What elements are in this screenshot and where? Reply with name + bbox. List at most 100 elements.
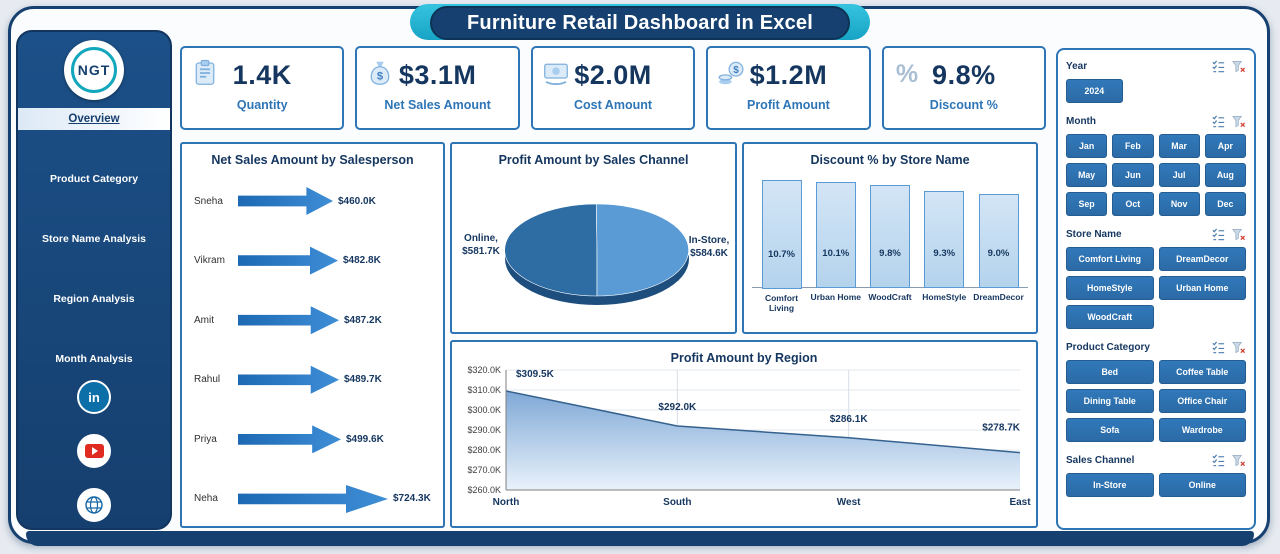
slicer-items: Jan Feb Mar Apr May Jun Jul Aug Sep Oct Nov Dec [1066, 134, 1246, 216]
slicer-button-sep[interactable]: Sep [1066, 192, 1108, 216]
sidebar-item-product-category[interactable]: Product Category [49, 173, 139, 185]
pie-label-in-store: In-Store, $584.6K [688, 235, 730, 259]
kpi-value: 1.4K [232, 60, 292, 90]
sidebar-item-month-analysis[interactable]: Month Analysis [55, 353, 133, 365]
discount-column-panel: Discount % by Store Name 10.7% Comfort Li… [742, 142, 1038, 334]
area-line [505, 390, 1021, 454]
slicer-button-2024[interactable]: 2024 [1066, 79, 1123, 103]
slicer-icons [1211, 227, 1246, 242]
money-bag-icon: $ [365, 58, 395, 88]
multiselect-icon[interactable] [1211, 227, 1226, 242]
column-bar: 9.0% [978, 194, 1019, 288]
column-category: Comfort Living [764, 292, 799, 314]
salesperson-row-vikram: Vikram $482.8K [194, 246, 437, 276]
kpi-card-quantity: 1.4K Quantity [180, 46, 345, 130]
slicer-button-nov[interactable]: Nov [1158, 192, 1200, 216]
slicer-icons [1211, 340, 1246, 355]
kpi-value: $1.2M [749, 60, 828, 90]
slicer-header: Store Name [1066, 227, 1246, 242]
salesperson-row-amit: Amit $487.2K [194, 305, 437, 335]
salesperson-value: $482.8K [343, 255, 381, 267]
column-urban-home: 10.1% Urban Home [810, 180, 861, 322]
sidebar-nav: Overview Product Category Store Name Analy… [18, 108, 170, 370]
slicer-button-online[interactable]: Online [1158, 473, 1246, 497]
slicer-button-jul[interactable]: Jul [1158, 163, 1200, 187]
slicer-button-dreamdecor[interactable]: DreamDecor [1158, 247, 1246, 271]
linkedin-icon[interactable]: in [77, 380, 111, 414]
globe-icon[interactable] [77, 488, 111, 522]
slicer-button-sofa[interactable]: Sofa [1066, 418, 1154, 442]
slicer-header: Month [1066, 114, 1246, 129]
salesperson-value: $487.2K [344, 314, 382, 326]
clear-filter-icon[interactable] [1231, 340, 1246, 355]
clear-filter-icon[interactable] [1231, 227, 1246, 242]
slicer-year: Year 2024 [1066, 59, 1246, 103]
chart-title-region: Profit Amount by Region [670, 351, 818, 365]
kpi-card-net-sales-amount: $ $3.1M Net Sales Amount [355, 46, 520, 130]
multiselect-icon[interactable] [1211, 114, 1226, 129]
youtube-icon[interactable] [77, 434, 111, 468]
sidebar-item-region-analysis[interactable]: Region Analysis [53, 293, 135, 305]
sidebar: NGT Overview Product Category Store Name A… [16, 30, 172, 530]
salesperson-row-priya: Priya $499.6K [194, 424, 437, 454]
coins-bag-icon: $ [716, 58, 746, 88]
slicer-button-jun[interactable]: Jun [1112, 163, 1154, 187]
chart-title-sales-channel: Profit Amount by Sales Channel [498, 153, 689, 167]
slicer-label: Sales Channel [1066, 455, 1135, 466]
bar-arrow [238, 365, 339, 394]
salesperson-row-sneha: Sneha $460.0K [194, 186, 437, 216]
bar-arrow [238, 187, 333, 215]
bottom-bar [26, 531, 1254, 546]
svg-text:$292.0K: $292.0K [658, 402, 697, 413]
slicer-button-mar[interactable]: Mar [1158, 134, 1200, 158]
slicer-button-oct[interactable]: Oct [1112, 192, 1154, 216]
clipboard-icon [190, 58, 220, 88]
slicer-button-feb[interactable]: Feb [1112, 134, 1154, 158]
area-svg: $320.0K $310.0K $300.0K $290.0K $280.0K $270.… [467, 365, 1032, 508]
slicer-panel: Year 2024 Month Jan Feb Mar Apr May Jun Jul Aug Sep… [1056, 48, 1256, 530]
slicer-button-apr[interactable]: Apr [1204, 134, 1246, 158]
slicer-button-woodcraft[interactable]: WoodCraft [1066, 305, 1154, 329]
multiselect-icon[interactable] [1211, 340, 1226, 355]
chart-title-salesperson: Net Sales Amount by Salesperson [211, 153, 414, 167]
slicer-icons [1211, 59, 1246, 74]
bar-arrow [238, 306, 339, 335]
slicer-button-office-chair[interactable]: Office Chair [1158, 389, 1246, 413]
slicer-button-jan[interactable]: Jan [1066, 134, 1108, 158]
slicer-button-coffee-table[interactable]: Coffee Table [1158, 360, 1246, 384]
column-value: 10.1% [822, 248, 850, 259]
slicer-button-bed[interactable]: Bed [1066, 360, 1154, 384]
slicer-button-urban-home[interactable]: Urban Home [1158, 276, 1246, 300]
svg-text:$309.5K: $309.5K [516, 369, 555, 380]
kpi-row: 1.4K Quantity $ $3.1M Net Sales Amount $2.0M C… [180, 46, 1047, 130]
slicer-items: In-Store Online [1066, 473, 1246, 497]
column-value: 9.8% [879, 248, 901, 259]
pie-slice-in-store [595, 203, 689, 297]
sidebar-item-store-name-analysis[interactable]: Store Name Analysis [41, 233, 147, 245]
slicer-icons [1211, 453, 1246, 468]
salesperson-chart-panel: Net Sales Amount by Salesperson Sneha $46… [180, 142, 445, 528]
column-category: HomeStyle [922, 292, 967, 302]
pie-slice-online [504, 203, 598, 297]
slicer-button-may[interactable]: May [1066, 163, 1108, 187]
slicer-button-dec[interactable]: Dec [1204, 192, 1246, 216]
slicer-button-in-store[interactable]: In-Store [1066, 473, 1154, 497]
clear-filter-icon[interactable] [1231, 453, 1246, 468]
x-category-labels: North South West East [493, 497, 1032, 508]
slicer-items: Comfort Living DreamDecor HomeStyle Urban H… [1066, 247, 1246, 329]
pie-svg [504, 203, 689, 305]
slicer-button-comfort-living[interactable]: Comfort Living [1066, 247, 1154, 271]
slicer-button-homestyle[interactable]: HomeStyle [1066, 276, 1154, 300]
discount-columns: 10.7% Comfort Living 10.1% Urban Home 9.8% Wo… [752, 180, 1028, 322]
multiselect-icon[interactable] [1211, 59, 1226, 74]
slicer-header: Year [1066, 59, 1246, 74]
y-tick-labels: $320.0K $310.0K $300.0K $290.0K $280.0K $270.… [467, 365, 501, 495]
bar-arrow [238, 246, 338, 275]
multiselect-icon[interactable] [1211, 453, 1226, 468]
slicer-button-wardrobe[interactable]: Wardrobe [1158, 418, 1246, 442]
slicer-button-aug[interactable]: Aug [1204, 163, 1246, 187]
clear-filter-icon[interactable] [1231, 114, 1246, 129]
slicer-button-dining-table[interactable]: Dining Table [1066, 389, 1154, 413]
sidebar-item-overview[interactable]: Overview [18, 108, 170, 130]
clear-filter-icon[interactable] [1231, 59, 1246, 74]
